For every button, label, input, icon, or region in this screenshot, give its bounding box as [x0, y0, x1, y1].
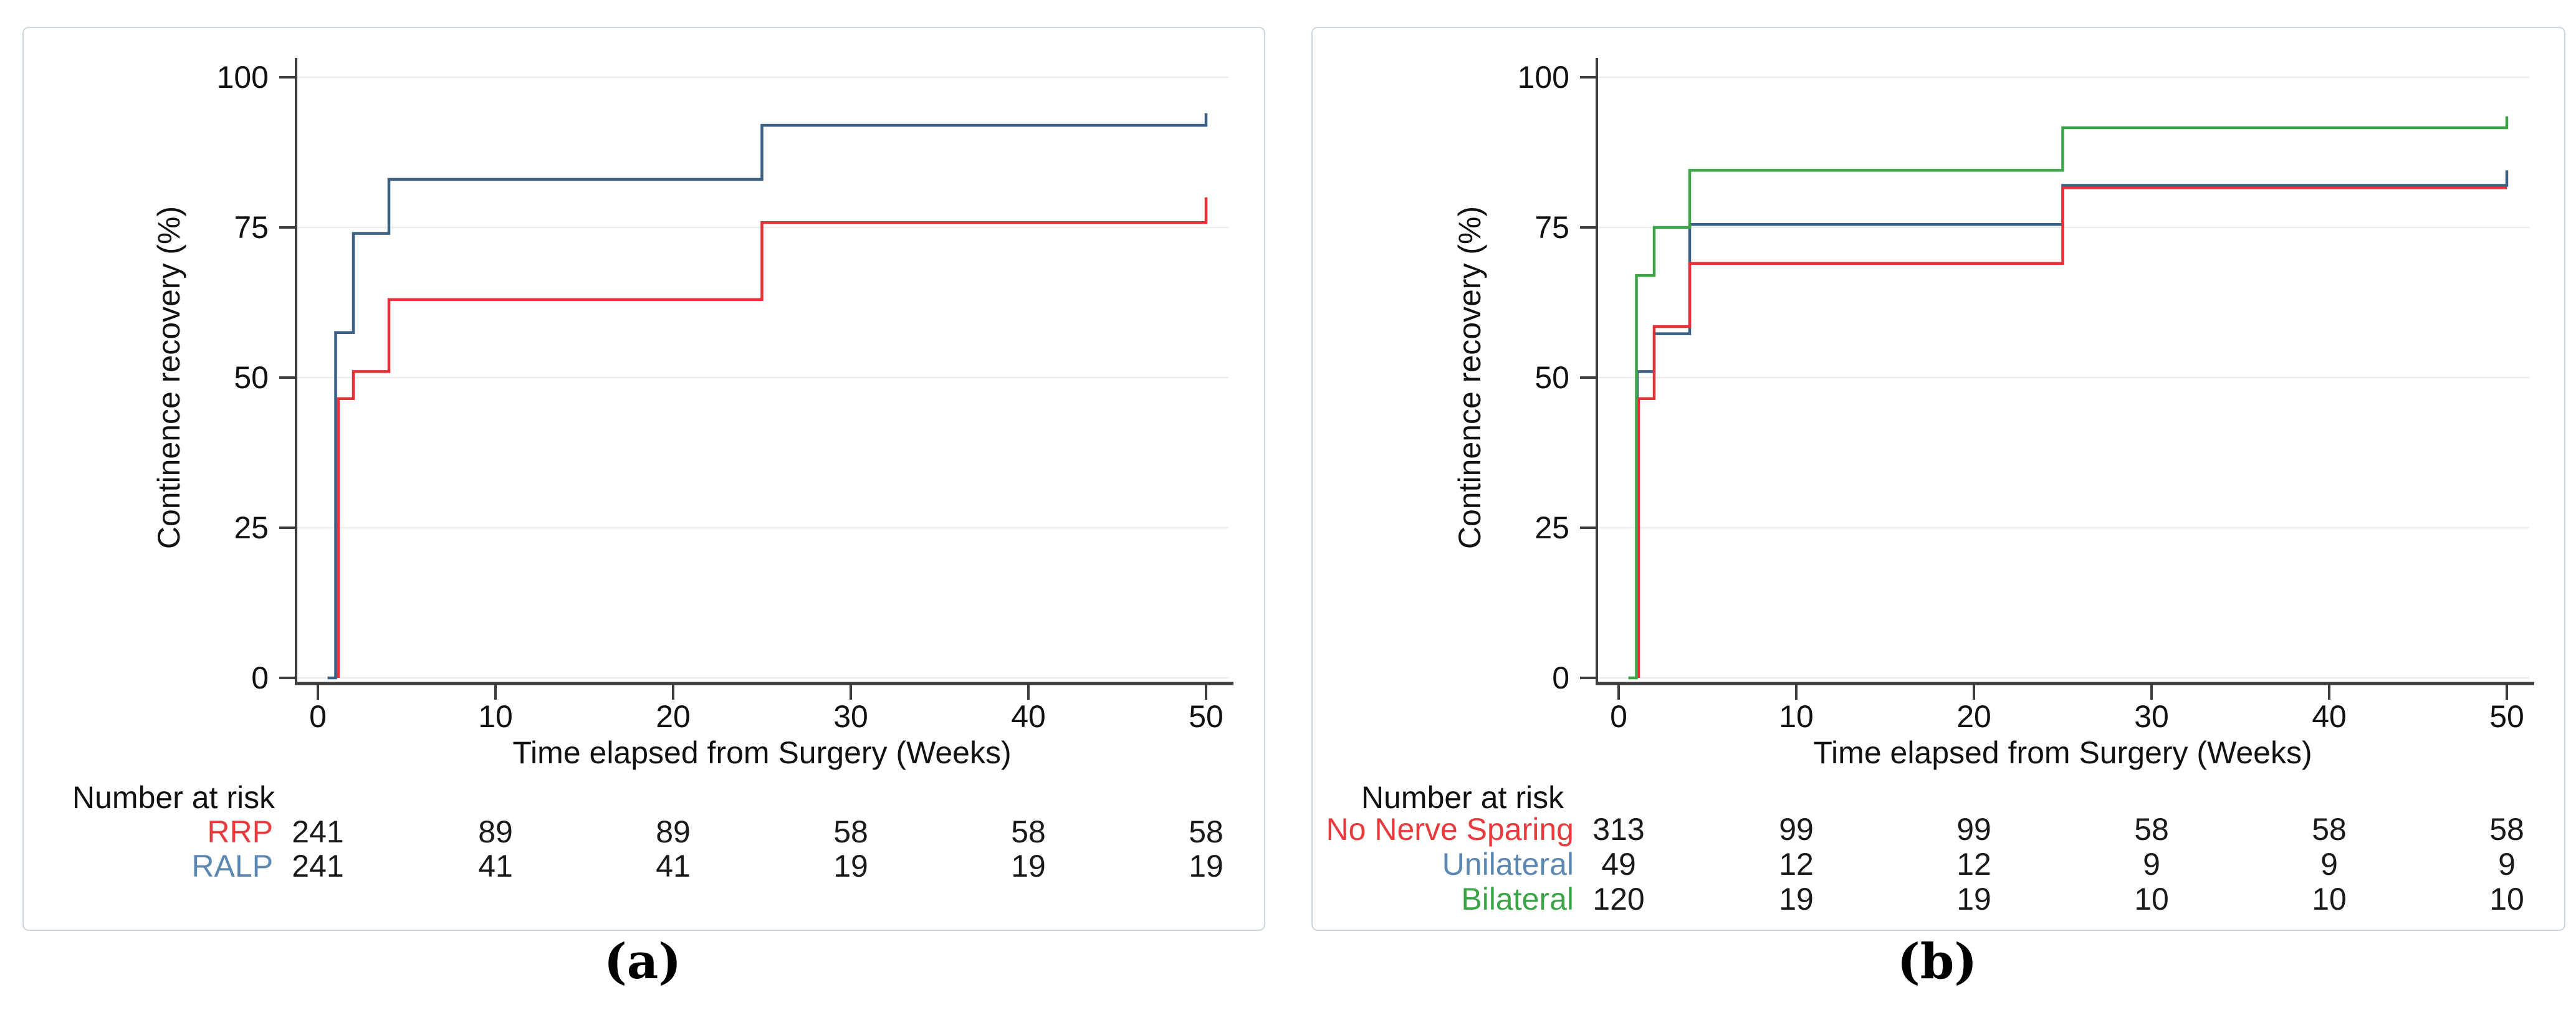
risk-value: 19: [1956, 882, 1991, 917]
x-tick-label: 30: [2134, 699, 2169, 734]
risk-value: 89: [656, 814, 691, 849]
x-tick-label: 50: [1189, 699, 1223, 734]
risk-value: 313: [1592, 812, 1644, 847]
risk-value: 58: [833, 814, 868, 849]
risk-value: 89: [478, 814, 513, 849]
curve-ralp: [327, 113, 1208, 680]
x-tick-label: 20: [656, 699, 691, 734]
curve-no-nerve-sparing: [1637, 186, 2507, 678]
panel-a: 0 25 50 75 100 0 10 20 30 40 50 Time elapsed from S…: [22, 27, 1265, 931]
x-tick-label: 10: [1779, 699, 1814, 734]
risk-value: 58: [2134, 812, 2169, 847]
risk-table-title: Number at risk: [72, 780, 275, 815]
x-tick-label: 30: [833, 699, 868, 734]
risk-table-title: Number at risk: [1361, 780, 1564, 815]
y-axis-title: Continence recovery (%): [1452, 206, 1487, 549]
risk-value: 9: [2320, 847, 2338, 882]
risk-value: 58: [2489, 812, 2524, 847]
curve-rrp: [337, 197, 1208, 678]
risk-value: 19: [1779, 882, 1814, 917]
risk-value: 58: [1189, 814, 1223, 849]
risk-value: 41: [478, 849, 513, 884]
y-tick-label: 25: [234, 510, 269, 545]
risk-row-label-rrp: RRP: [207, 814, 273, 849]
panel-b: 0 25 50 75 100 0 10 20 30 40 50 Time elapsed from S…: [1311, 27, 2565, 931]
risk-value: 9: [2143, 847, 2160, 882]
risk-value: 41: [656, 849, 691, 884]
risk-value: 99: [1779, 812, 1814, 847]
curve-unilateral: [1635, 170, 2509, 678]
y-tick-label: 50: [1535, 360, 1569, 395]
risk-row-label-no-nerve-sparing: No Nerve Sparing: [1326, 812, 1574, 847]
x-axis-title: Time elapsed from Surgery (Weeks): [512, 735, 1011, 770]
curve-bilateral: [1628, 116, 2509, 680]
risk-value: 19: [1189, 849, 1223, 884]
y-tick-label: 0: [1552, 660, 1569, 695]
risk-value: 10: [2312, 882, 2347, 917]
risk-row-label-ralp: RALP: [191, 849, 273, 884]
risk-value: 58: [2312, 812, 2347, 847]
risk-value: 241: [292, 814, 343, 849]
risk-row-label-bilateral: Bilateral: [1461, 882, 1574, 917]
y-tick-label: 25: [1535, 510, 1569, 545]
x-tick-label: 0: [309, 699, 327, 734]
y-tick-label: 50: [234, 360, 269, 395]
x-tick-label: 10: [478, 699, 513, 734]
y-tick-label: 100: [1518, 60, 1569, 95]
x-axis-title: Time elapsed from Surgery (Weeks): [1813, 735, 2312, 770]
x-tick-label: 0: [1610, 699, 1627, 734]
x-tick-label: 50: [2489, 699, 2524, 734]
risk-value: 241: [292, 849, 343, 884]
risk-value: 12: [1956, 847, 1991, 882]
x-tick-label: 40: [1011, 699, 1046, 734]
risk-row-label-unilateral: Unilateral: [1442, 847, 1574, 882]
risk-value: 19: [833, 849, 868, 884]
x-tick-label: 40: [2312, 699, 2347, 734]
risk-value: 58: [1011, 814, 1046, 849]
risk-value: 10: [2134, 882, 2169, 917]
caption-a: (a): [603, 933, 682, 990]
risk-value: 120: [1592, 882, 1644, 917]
km-chart-panel-b: 0 25 50 75 100 0 10 20 30 40 50 Time elapsed from S…: [1326, 58, 2534, 917]
x-tick-label: 20: [1956, 699, 1991, 734]
y-tick-label: 75: [1535, 210, 1569, 245]
caption-b: (b): [1897, 933, 1978, 990]
risk-value: 99: [1956, 812, 1991, 847]
risk-value: 12: [1779, 847, 1814, 882]
y-tick-label: 0: [251, 660, 269, 695]
risk-value: 9: [2498, 847, 2516, 882]
risk-value: 49: [1601, 847, 1636, 882]
risk-value: 19: [1011, 849, 1046, 884]
y-tick-label: 100: [217, 60, 269, 95]
y-axis-title: Continence recovery (%): [151, 206, 186, 549]
y-tick-label: 75: [234, 210, 269, 245]
risk-value: 10: [2489, 882, 2524, 917]
km-chart-panel-a: 0 25 50 75 100 0 10 20 30 40 50 Time elapsed from S…: [72, 58, 1233, 884]
